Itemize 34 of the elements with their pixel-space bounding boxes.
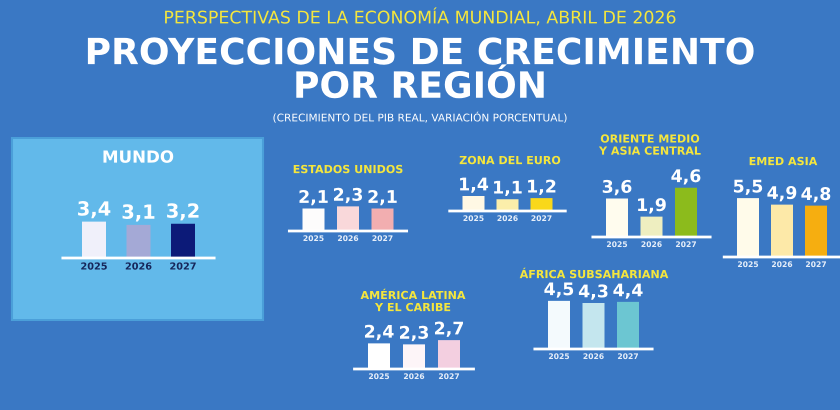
data-label: 2,3	[400, 326, 428, 342]
data-label: 4,8	[801, 187, 830, 202]
data-label: 2,3	[334, 188, 362, 204]
data-label: 1,1	[494, 180, 522, 196]
data-label: 4,6	[671, 169, 700, 185]
chart-title: EMED ASIA	[750, 156, 818, 166]
data-label: 5,5	[734, 180, 762, 195]
text: PERSPECTIVAS DE LA ECONOMÍA MUNDIAL, ABRIL DE 2026	[165, 7, 676, 26]
data-label: 2,1	[368, 190, 397, 206]
data-label: 3,2	[167, 203, 199, 220]
data-label: 3,1	[122, 204, 154, 222]
data-label: 3,6	[602, 180, 632, 196]
data-label: 4,3	[578, 284, 608, 300]
data-label: 1,4	[460, 178, 488, 193]
data-label: 2,7	[434, 322, 463, 337]
chart-title: ZONA DEL EURO	[460, 156, 560, 164]
data-label: 2,1	[299, 190, 328, 206]
data-label: 3,4	[78, 201, 110, 218]
data-label: 4,5	[544, 282, 574, 298]
data-label: 2,4	[364, 324, 394, 340]
chart-title: ESTADOS UNIDOS	[294, 164, 402, 174]
data-label: 4,9	[767, 186, 796, 202]
chart-title: AMÉRICA LATINA Y EL CARIBE	[360, 288, 466, 312]
text: PROYECCIONES DE CRECIMIENTO POR REGIÓN	[88, 37, 754, 98]
chart-title: ORIENTE MEDIO Y ASIA CENTRAL	[598, 134, 701, 155]
chart-title: ÁFRICA SUBSAHARIANA	[520, 268, 668, 278]
data-label: 4,4	[613, 284, 643, 299]
x-tick-label: 2025	[81, 262, 107, 270]
text: (CRECIMIENTO DEL PIB REAL, VARIACIÓN PORCENTUAL)	[273, 112, 567, 123]
chart-title: MUNDO	[103, 150, 174, 163]
x-tick-label: 2026	[126, 262, 152, 270]
data-label: 1,9	[638, 198, 666, 214]
x-tick-label: 2027	[170, 262, 196, 270]
data-label: 1,2	[528, 180, 556, 195]
